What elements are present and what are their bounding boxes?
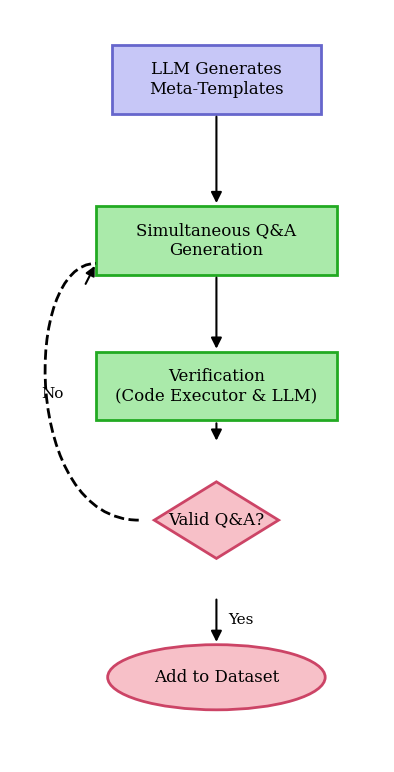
Text: Yes: Yes bbox=[228, 613, 253, 627]
Text: Verification
(Code Executor & LLM): Verification (Code Executor & LLM) bbox=[115, 367, 318, 405]
Polygon shape bbox=[154, 482, 279, 558]
FancyBboxPatch shape bbox=[96, 351, 337, 421]
Text: Valid Q&A?: Valid Q&A? bbox=[168, 512, 264, 529]
Text: Simultaneous Q&A
Generation: Simultaneous Q&A Generation bbox=[136, 222, 296, 259]
Ellipse shape bbox=[108, 645, 325, 709]
FancyBboxPatch shape bbox=[112, 45, 321, 114]
Text: No: No bbox=[42, 387, 64, 401]
Text: Add to Dataset: Add to Dataset bbox=[154, 669, 279, 686]
Text: LLM Generates
Meta-Templates: LLM Generates Meta-Templates bbox=[149, 61, 284, 98]
FancyBboxPatch shape bbox=[96, 206, 337, 275]
